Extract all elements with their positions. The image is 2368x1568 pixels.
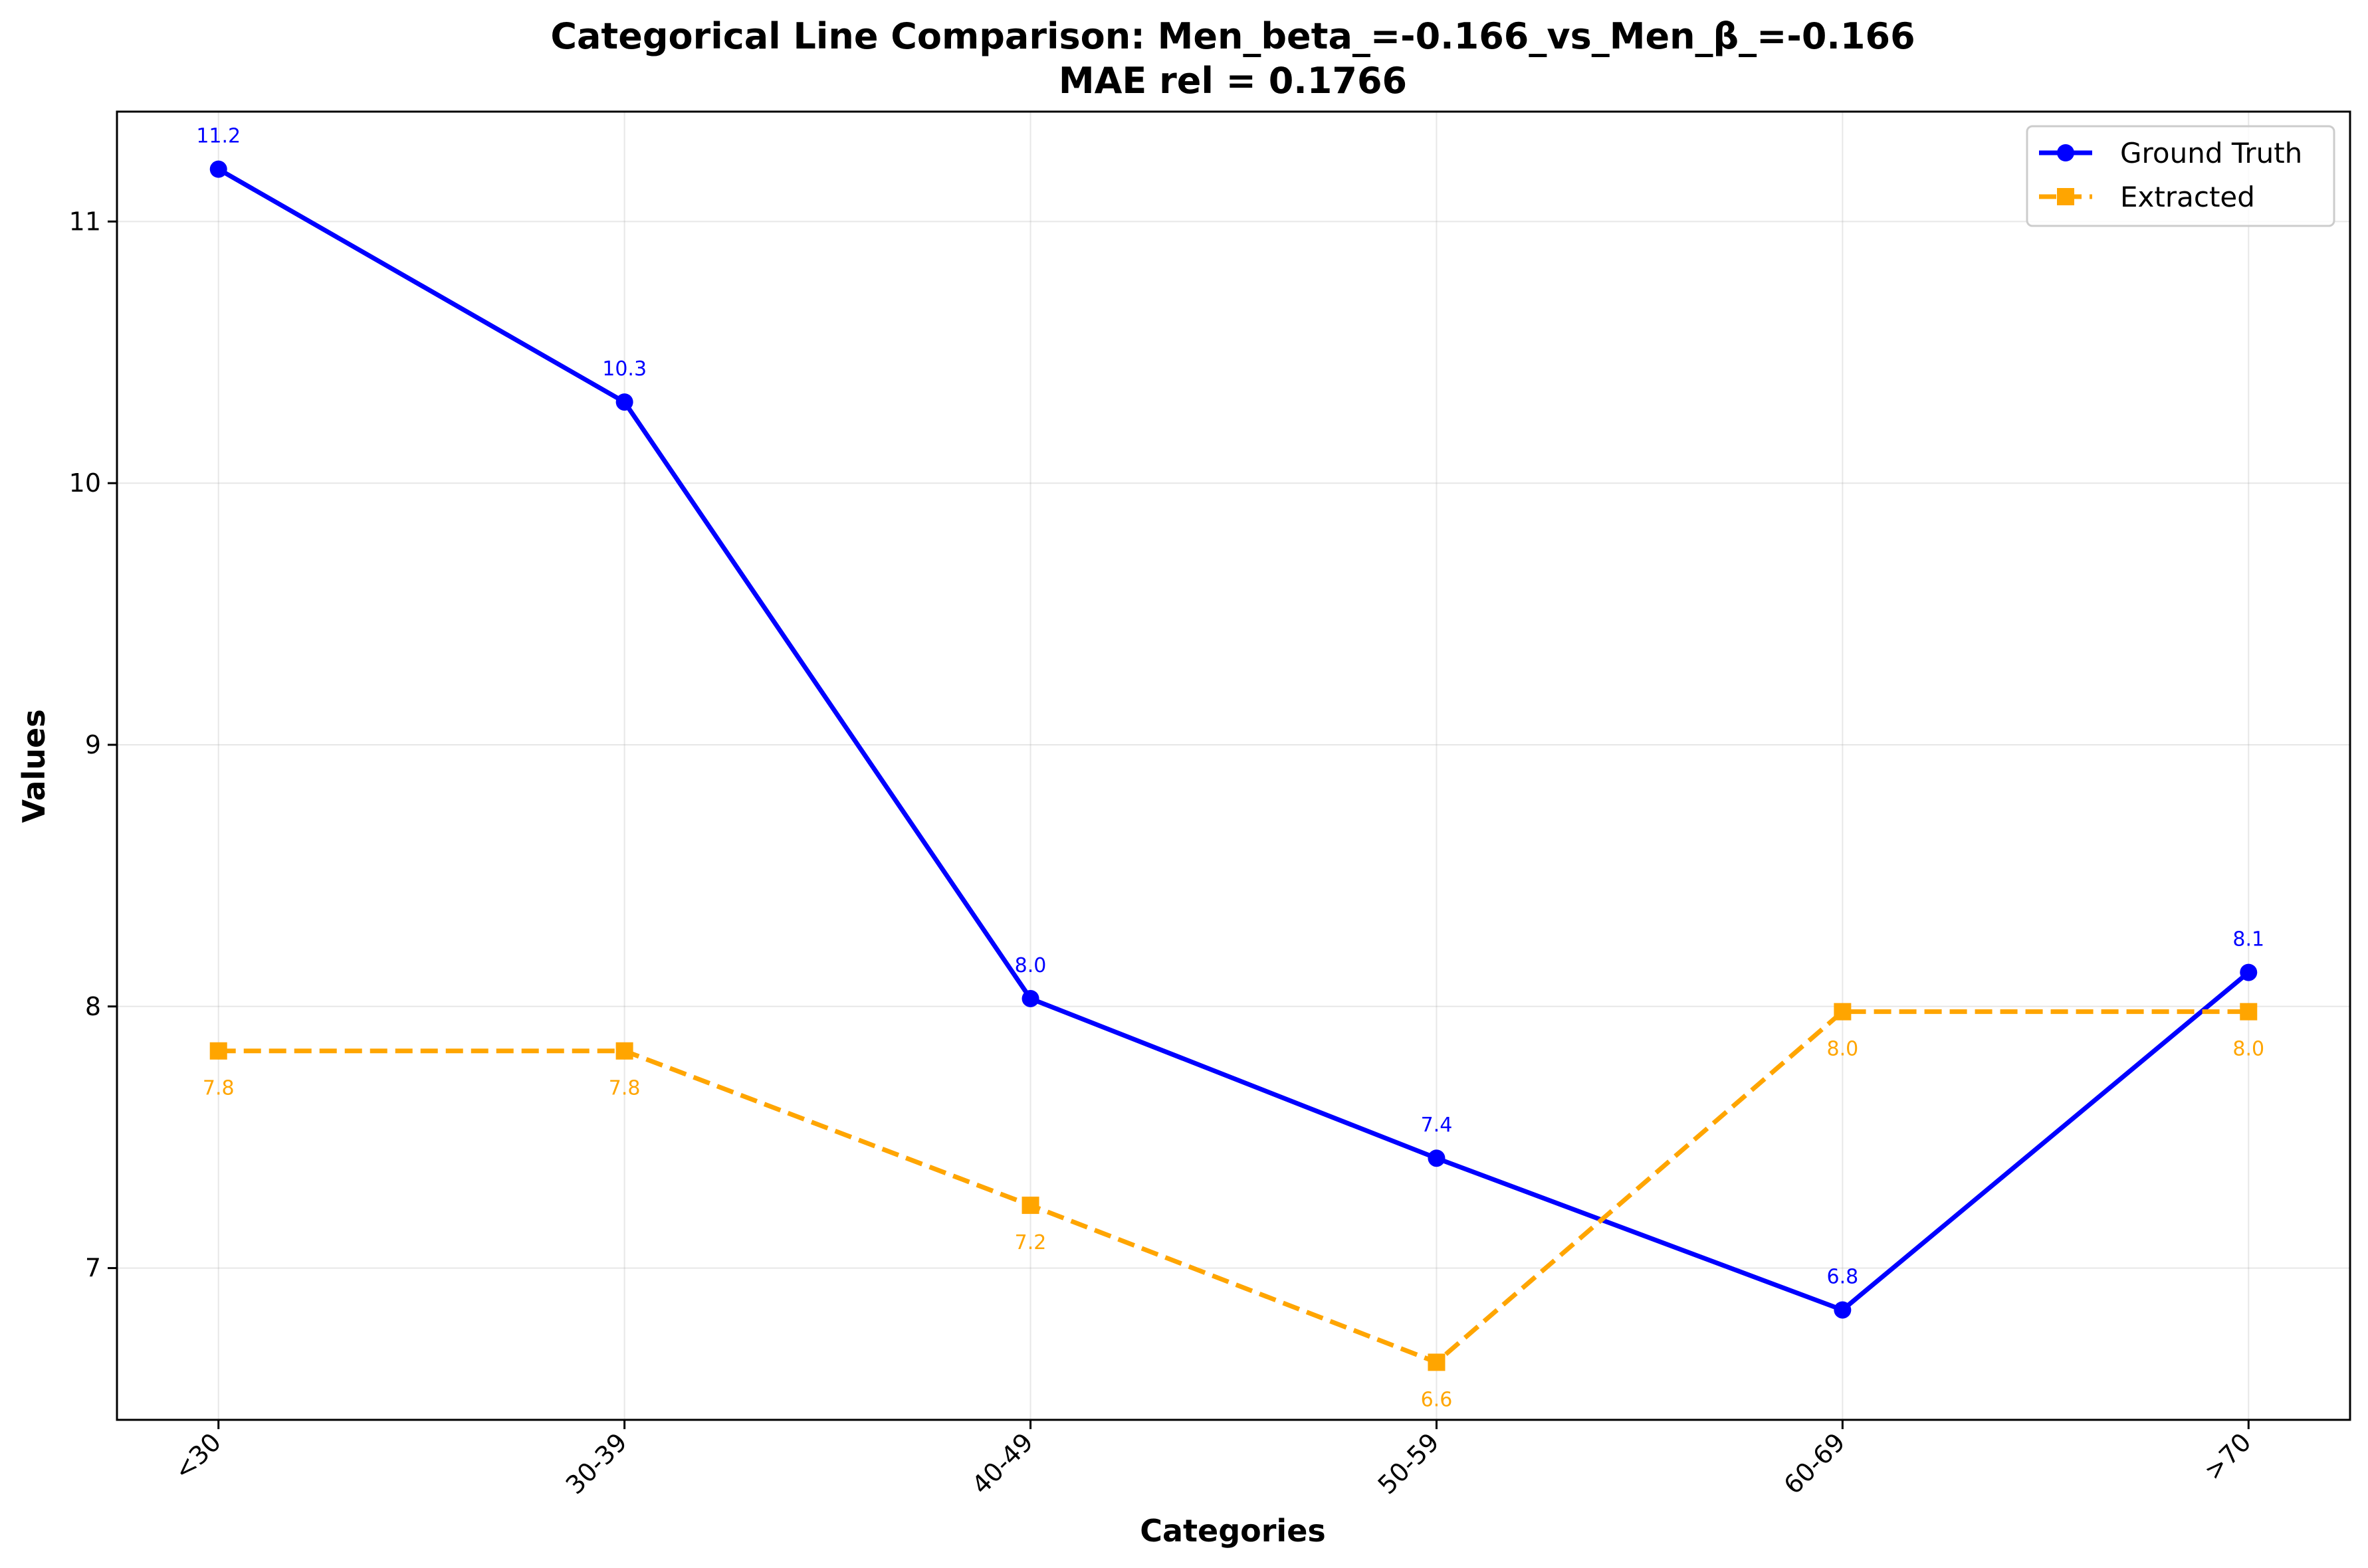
y-tick-label: 9 — [85, 730, 101, 759]
legend: Ground Truth Extracted — [2026, 125, 2335, 227]
legend-marker — [2057, 144, 2074, 161]
data-label: 7.2 — [1015, 1231, 1047, 1254]
data-point — [1834, 1301, 1852, 1319]
data-label: 6.6 — [1421, 1388, 1453, 1411]
x-tick-label: <30 — [168, 1427, 227, 1486]
y-tick-label: 8 — [85, 992, 101, 1021]
x-tick-label: 60-69 — [1778, 1427, 1851, 1500]
legend-label: Extracted — [2120, 181, 2255, 213]
legend-marker — [2057, 188, 2074, 205]
data-labels: 11.2 10.3 8.0 7.4 6.8 8.1 7.8 7.8 7.2 6.6 8.0 8.0 — [196, 125, 2264, 1412]
data-point — [1022, 1197, 1039, 1215]
chart-subtitle: MAE rel = 0.1766 — [1059, 60, 1407, 102]
data-label: 7.4 — [1421, 1114, 1453, 1137]
data-label: 7.8 — [609, 1077, 641, 1100]
data-point — [2240, 963, 2258, 981]
data-point — [1428, 1149, 1446, 1167]
data-point — [1022, 989, 1039, 1007]
x-tick-label: >70 — [2199, 1427, 2257, 1486]
series-line-ground-truth — [217, 167, 2250, 1313]
y-tick-label: 10 — [69, 468, 101, 498]
x-tick-label: 30-39 — [560, 1427, 633, 1500]
grid — [117, 112, 2350, 1420]
y-tick-label: 7 — [85, 1254, 101, 1283]
data-point — [209, 1042, 227, 1060]
data-point — [1428, 1353, 1446, 1371]
legend-box — [2026, 125, 2335, 227]
data-label: 11.2 — [196, 125, 241, 148]
series-layer — [209, 160, 2258, 1371]
legend-label: Ground Truth — [2120, 137, 2302, 169]
x-tick-label: 40-49 — [966, 1427, 1039, 1500]
data-point — [1834, 1003, 1852, 1021]
data-label: 8.0 — [1827, 1038, 1859, 1061]
data-point — [615, 393, 633, 411]
data-point — [615, 1042, 633, 1060]
data-label: 8.0 — [1015, 954, 1047, 977]
data-label: 7.8 — [203, 1077, 235, 1100]
y-axis-label: Values — [16, 709, 52, 823]
data-point — [2240, 1003, 2258, 1021]
data-point — [209, 160, 227, 178]
data-label: 6.8 — [1827, 1266, 1859, 1289]
data-label: 8.1 — [2232, 928, 2264, 951]
data-label: 8.0 — [2232, 1038, 2264, 1061]
series-line-extracted — [218, 1009, 2249, 1365]
plot-frame — [116, 110, 2351, 1421]
x-axis-label: Categories — [1140, 1513, 1326, 1549]
data-label: 10.3 — [602, 357, 647, 381]
y-tick-label: 11 — [69, 207, 101, 236]
x-tick-label: 50-59 — [1372, 1427, 1445, 1500]
chart-title: Categorical Line Comparison: Men_beta_=-… — [550, 15, 1915, 57]
axis-ticks: 7 8 9 10 11 <30 30-39 40-49 50-59 60-69 >70 — [69, 207, 2257, 1500]
